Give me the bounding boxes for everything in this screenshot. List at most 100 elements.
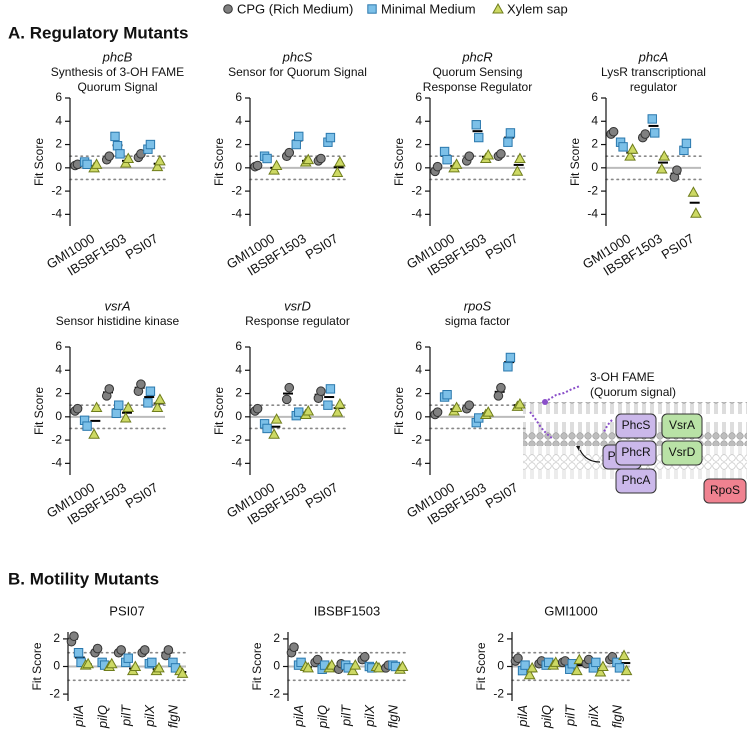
data-point	[104, 384, 115, 394]
data-point	[334, 155, 346, 167]
y-tick-label: 0	[273, 659, 280, 673]
arrow	[579, 449, 601, 463]
y-tick-label: -2	[49, 686, 60, 700]
data-point	[597, 660, 609, 671]
data-point	[270, 413, 283, 424]
data-point	[614, 663, 625, 673]
data-point	[346, 664, 359, 676]
data-point	[672, 165, 682, 175]
legend-marker	[367, 4, 377, 14]
y-tick-label: 4	[235, 362, 242, 376]
y-tick-label: 6	[415, 339, 422, 353]
data-point	[442, 390, 452, 400]
y-tick-label: 2	[55, 386, 62, 400]
data-point	[520, 660, 530, 670]
data-point	[690, 207, 702, 218]
data-point	[112, 141, 123, 151]
data-point	[281, 394, 292, 405]
data-point	[69, 631, 79, 641]
legend-label: Minimal Medium	[381, 1, 476, 16]
data-point	[570, 664, 583, 676]
data-point	[514, 152, 526, 164]
y-axis-label: Fit Score	[392, 387, 406, 435]
chart-title: phcS	[282, 49, 313, 64]
data-point	[154, 393, 166, 404]
data-point	[503, 137, 513, 147]
data-point	[359, 652, 370, 662]
data-point	[73, 648, 84, 658]
y-tick-label: 2	[55, 137, 62, 151]
y-tick-label: -4	[231, 207, 242, 221]
data-point	[143, 398, 153, 408]
data-point	[511, 165, 524, 176]
chart-title: IBSBF1503	[314, 603, 381, 618]
data-point	[294, 131, 304, 142]
data-point	[325, 384, 336, 394]
protein-box	[615, 468, 657, 494]
data-point	[129, 660, 142, 671]
data-point	[147, 657, 157, 668]
data-point	[284, 147, 295, 158]
data-point	[640, 129, 651, 139]
x-tick-label: PSI07	[483, 480, 521, 511]
data-point	[450, 401, 463, 413]
x-tick-label: PSI07	[303, 480, 341, 511]
data-point	[176, 667, 189, 678]
legend-marker	[223, 4, 233, 14]
x-tick-label: pilQ	[95, 705, 110, 729]
y-tick-label: 4	[55, 362, 62, 376]
data-point	[316, 153, 326, 164]
data-point	[618, 142, 628, 152]
y-tick-label: 0	[53, 659, 60, 673]
legend-marker	[492, 2, 504, 14]
signal-chain	[529, 411, 553, 439]
chart-title: phcB	[102, 49, 133, 64]
y-tick-label: -2	[269, 686, 280, 700]
data-point	[294, 407, 304, 417]
data-point	[503, 362, 513, 372]
data-point	[442, 154, 452, 165]
data-point	[268, 428, 280, 439]
data-point	[591, 657, 601, 668]
y-tick-label: -4	[51, 456, 62, 470]
chart-title: phcR	[461, 49, 492, 64]
y-axis-label: Fit Score	[568, 138, 582, 186]
chart-title: phcA	[638, 49, 669, 64]
y-tick-label: 0	[497, 659, 504, 673]
data-point	[139, 645, 150, 655]
chart-subtitle: Synthesis of 3-OH FAME	[51, 65, 184, 79]
x-tick-label: PSI07	[659, 231, 697, 262]
data-point	[681, 138, 692, 149]
chart-subtitle: regulator	[630, 80, 677, 94]
y-tick-label: 0	[415, 160, 422, 174]
y-axis-label: Fit Score	[30, 642, 44, 690]
data-point	[262, 423, 272, 434]
data-point	[252, 403, 263, 414]
data-point	[471, 120, 481, 130]
data-point	[122, 152, 135, 164]
data-point	[474, 132, 484, 143]
data-point	[618, 649, 630, 660]
y-tick-label: 0	[235, 409, 242, 423]
protein-box	[661, 440, 703, 466]
x-tick-label: PSI07	[123, 480, 161, 511]
data-point	[262, 153, 272, 164]
data-point	[302, 661, 314, 673]
y-tick-label: 4	[235, 113, 242, 127]
y-tick-label: 6	[55, 339, 62, 353]
chart-subtitle: Response regulator	[245, 314, 350, 328]
y-tick-label: 6	[415, 90, 422, 104]
data-point	[514, 397, 526, 409]
protein-label: VsrD	[669, 445, 696, 459]
y-tick-label: 6	[235, 339, 242, 353]
x-tick-label: pilX	[142, 704, 157, 728]
x-tick-label: pilX	[362, 704, 377, 728]
data-point	[526, 661, 538, 673]
data-point	[624, 150, 636, 161]
chart-title: PSI07	[109, 603, 144, 618]
data-point	[432, 161, 443, 172]
data-point	[496, 382, 506, 393]
y-tick-label: -2	[231, 432, 242, 446]
